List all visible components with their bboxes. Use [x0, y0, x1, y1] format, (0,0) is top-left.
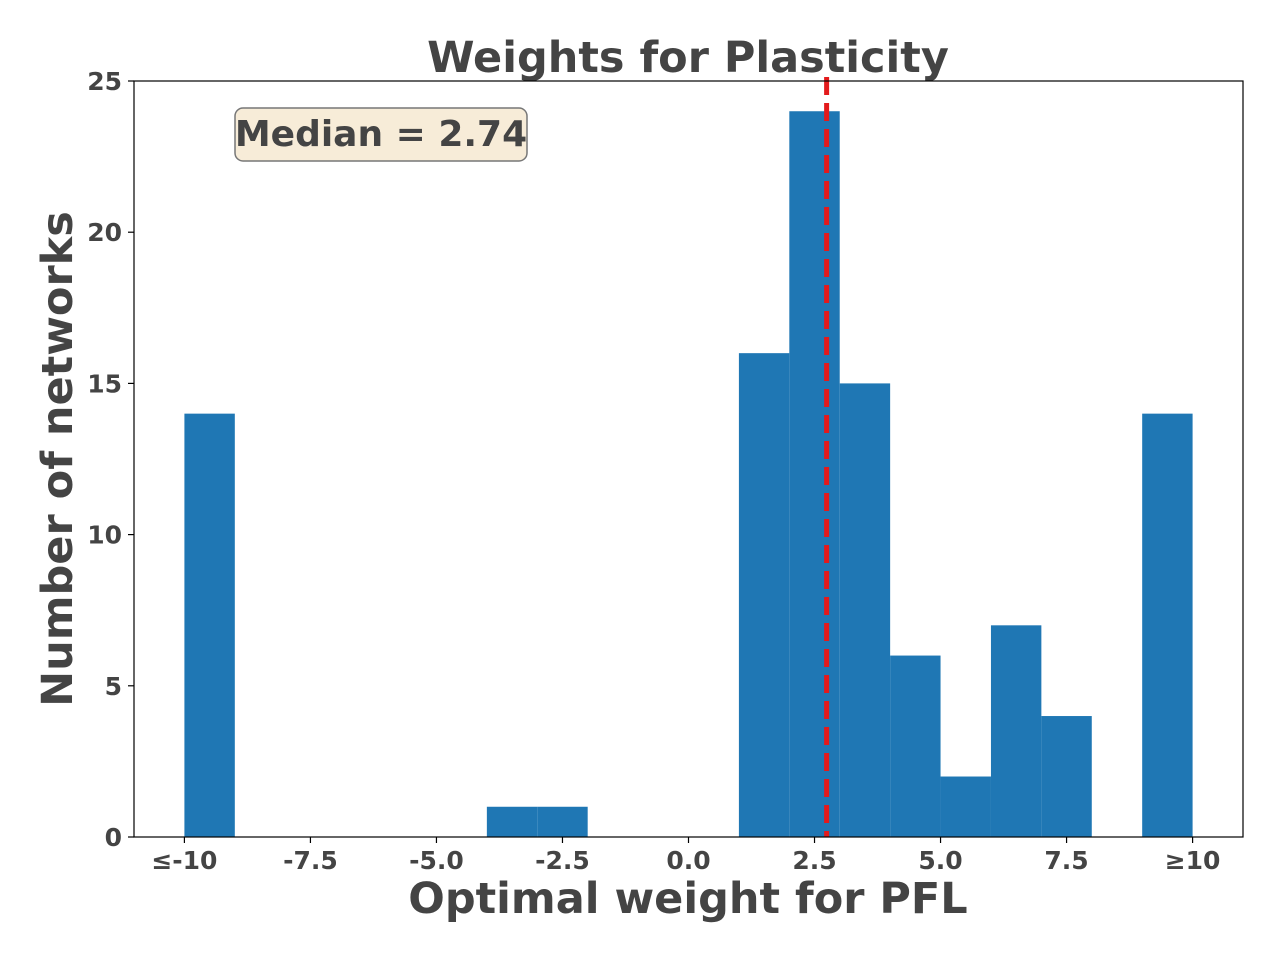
histogram-bar [789, 111, 840, 838]
x-tick-label: -2.5 [535, 846, 590, 875]
x-tick-label: 5.0 [918, 846, 962, 875]
median-annotation-box [234, 107, 528, 162]
y-tick-label: 0 [105, 823, 122, 852]
y-tick-label: 5 [105, 672, 122, 701]
histogram-bar [486, 806, 538, 837]
x-tick-label: 7.5 [1044, 846, 1088, 875]
x-tick-label: -5.0 [409, 846, 464, 875]
x-tick-label: 0.0 [666, 846, 710, 875]
histogram-bar [537, 806, 588, 837]
histogram-bar [1142, 413, 1193, 837]
y-tick-label: 15 [87, 369, 122, 398]
x-tick-label: ≤-10 [151, 846, 217, 875]
histogram-bar [990, 625, 1042, 837]
histogram-bar [738, 353, 790, 837]
x-axis-ticks: ≤-10 -7.5 -5.0 -2.5 0.0 2.5 5.0 7.5 ≥10 [151, 837, 1220, 875]
x-tick-label: ≥10 [1165, 846, 1221, 875]
histogram-bar [890, 655, 941, 837]
bars-group [184, 111, 1193, 838]
chart-title: Weights for Plasticity [427, 33, 949, 83]
histogram-bar [1041, 716, 1092, 837]
histogram-bar [839, 383, 891, 837]
y-axis-ticks: 0 5 10 15 20 25 [87, 67, 134, 852]
median-annotation-text: Median = 2.74 [235, 114, 527, 155]
x-axis-label: Optimal weight for PFL [408, 874, 967, 924]
histogram-bar [184, 413, 235, 837]
histogram-bar [940, 776, 991, 837]
x-tick-label: -7.5 [283, 846, 338, 875]
y-tick-label: 10 [87, 521, 122, 550]
y-axis-label: Number of networks [33, 211, 83, 707]
median-annotation: Median = 2.74 [234, 107, 528, 162]
y-tick-label: 20 [87, 218, 122, 247]
y-tick-label: 25 [87, 67, 122, 96]
x-tick-label: 2.5 [792, 846, 836, 875]
